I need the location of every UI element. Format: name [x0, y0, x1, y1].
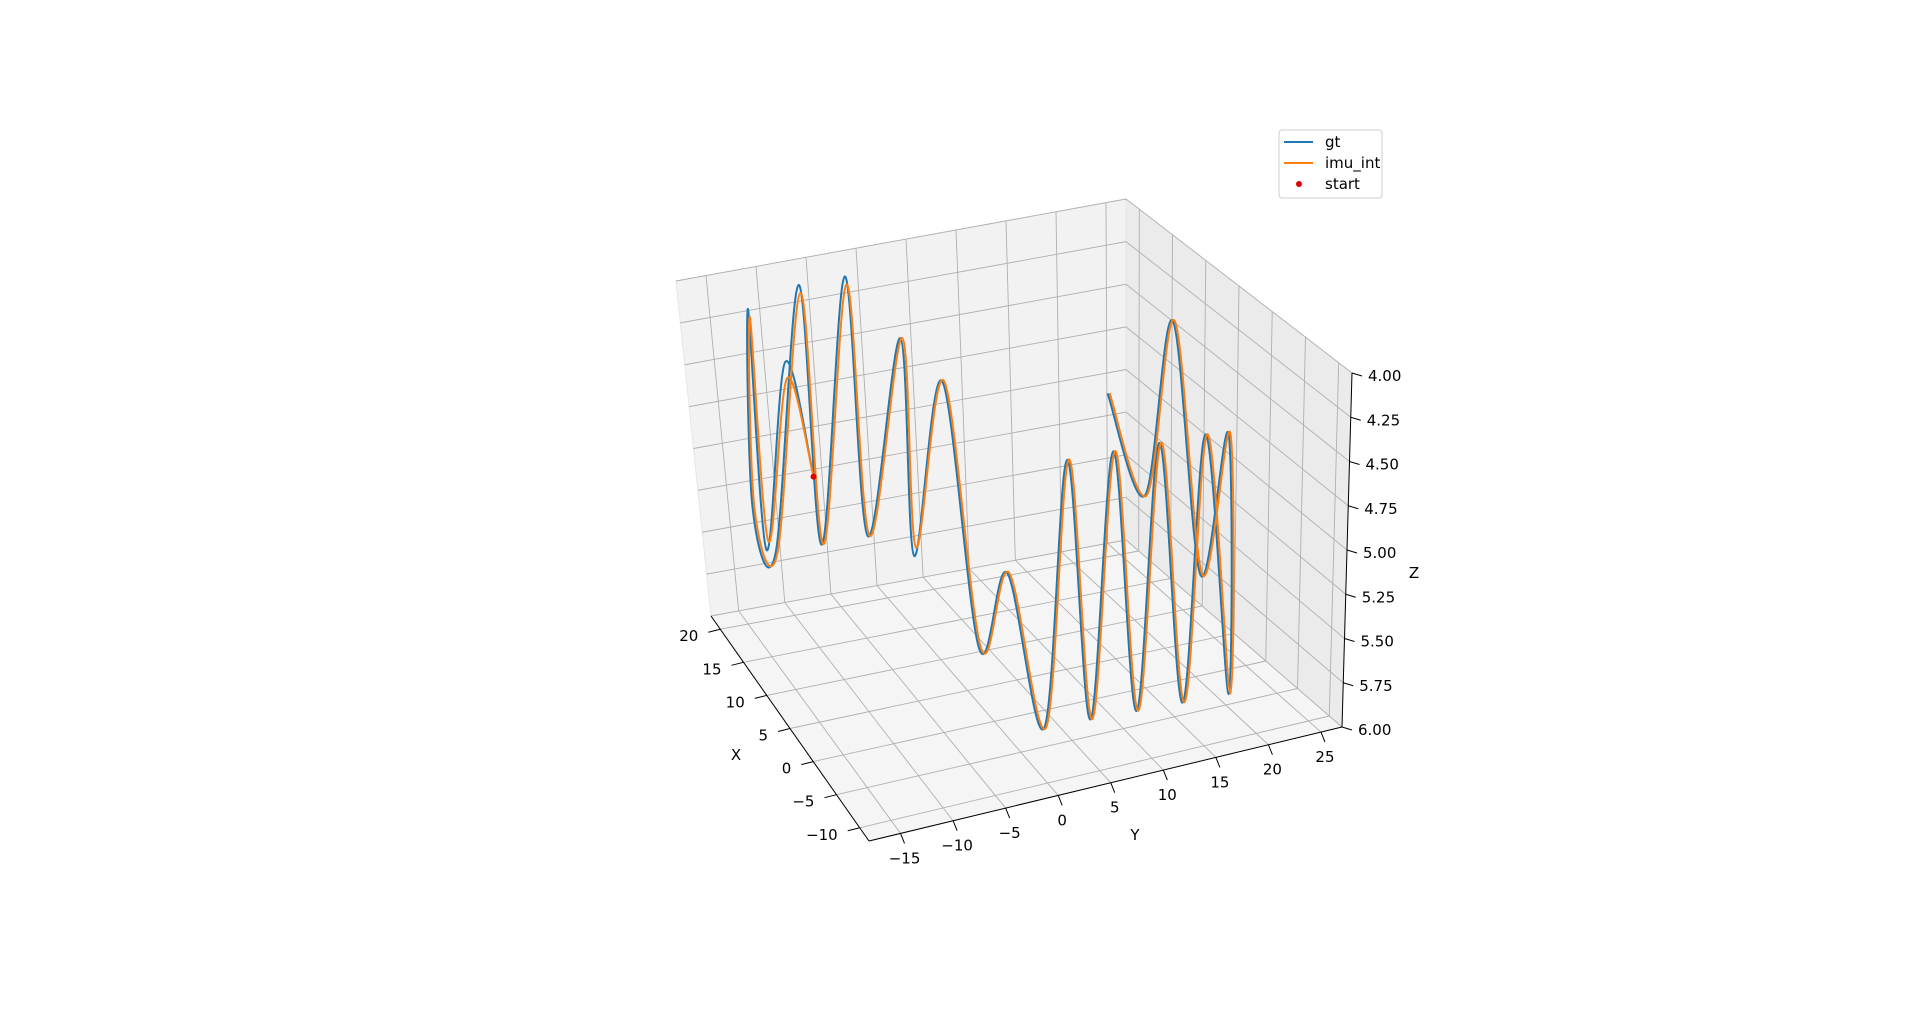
legend: gt imu_int start: [1278, 129, 1383, 199]
y-tick-mark: [1215, 757, 1221, 768]
series-line-imu-int: [747, 283, 1235, 731]
legend-box: [1278, 129, 1383, 199]
grid-line-x: [743, 578, 1171, 663]
z-tick-mark: [1341, 726, 1353, 731]
x-tick-label: 0: [782, 760, 792, 778]
z-tick-mark: [1349, 461, 1360, 465]
x-tick-label: 5: [758, 727, 768, 745]
z-tick-mark: [1351, 372, 1363, 377]
grid-line-z: [684, 283, 1350, 462]
grid-line-y: [738, 610, 901, 834]
grid-line-y: [1015, 559, 1217, 758]
y-tick-label: 10: [1158, 786, 1177, 804]
grid-line-z: [697, 411, 1347, 595]
series-point-start: [810, 473, 817, 480]
y-tick-mark: [1162, 769, 1168, 781]
grid-line-y: [784, 602, 954, 822]
z-tick-mark: [1345, 593, 1356, 598]
x-tick-label: −10: [806, 826, 838, 844]
x-tick-label: 20: [679, 627, 698, 645]
legend-label-gt: gt: [1325, 133, 1341, 151]
z-tick-mark: [1348, 505, 1359, 510]
y-tick-label: 20: [1263, 761, 1282, 779]
z-tick-label: 5.00: [1363, 544, 1396, 562]
grid-line-x: [836, 688, 1298, 796]
z-tick-label: 4.25: [1367, 411, 1400, 429]
grid-line-x: [789, 633, 1235, 729]
z-tick-mark: [1343, 682, 1354, 687]
y-axis-line: [868, 726, 1343, 842]
z-tick-label: 4.00: [1368, 367, 1401, 385]
x-axis-label: X: [731, 746, 741, 764]
y-tick-mark: [1267, 744, 1273, 755]
grid-line-y: [968, 568, 1164, 771]
legend-label-start: start: [1325, 175, 1360, 193]
x-tick-mark: [754, 694, 767, 699]
y-axis-label: Y: [1129, 826, 1140, 844]
y-tick-label: −5: [999, 824, 1021, 842]
grid-line-x: [813, 660, 1266, 763]
z-tick-label: 6.00: [1358, 721, 1391, 739]
z-axis-label: Z: [1409, 564, 1419, 582]
y-tick-label: −15: [889, 849, 921, 867]
grid-line-z: [675, 198, 1353, 374]
y-tick-mark: [900, 833, 905, 844]
tick-labels: 20151050−5−10−15−10−505101520254.004.254…: [679, 367, 1401, 867]
grid-line-x: [859, 715, 1330, 829]
z-tick-label: 4.75: [1364, 500, 1397, 518]
z-tick-label: 5.25: [1362, 588, 1395, 606]
y-tick-label: 5: [1110, 799, 1120, 817]
x-tick-mark: [708, 628, 721, 633]
x-tick-mark: [847, 827, 860, 832]
legend-swatch-start: [1296, 181, 1302, 187]
y-tick-label: 0: [1057, 811, 1067, 829]
x-tick-label: 15: [702, 660, 721, 678]
grid-line-z: [693, 369, 1348, 551]
y-tick-mark: [1057, 795, 1063, 806]
data-series: [746, 275, 1235, 731]
z-tick-label: 5.50: [1361, 633, 1394, 651]
grid-line-z: [710, 539, 1343, 728]
x-tick-mark: [824, 794, 837, 799]
y-tick-mark: [1110, 782, 1116, 793]
grid-lines: [675, 198, 1353, 834]
x-tick-mark: [801, 761, 814, 766]
grid-line-x: [720, 550, 1139, 630]
z-tick-mark: [1350, 416, 1361, 421]
y-tick-label: 15: [1210, 773, 1229, 791]
x-tick-mark: [731, 661, 744, 666]
z-tick-mark: [1346, 549, 1358, 554]
grid-line-y: [1107, 543, 1322, 733]
y-tick-label: 25: [1315, 748, 1334, 766]
y-tick-label: −10: [941, 837, 973, 855]
z-tick-label: 5.75: [1359, 677, 1392, 695]
y-tick-mark: [1005, 807, 1011, 819]
grid-line-y: [830, 593, 1006, 809]
grid-line-y: [922, 576, 1112, 784]
x-tick-label: 10: [726, 693, 745, 711]
z-tick-label: 4.50: [1366, 456, 1399, 474]
grid-line-y: [876, 585, 1059, 796]
grid-line-z: [680, 241, 1352, 418]
grid-line-y: [1061, 551, 1269, 746]
y-tick-mark: [952, 820, 958, 831]
x-tick-mark: [777, 728, 791, 732]
y-tick-mark: [1320, 731, 1326, 743]
grid-line-z: [706, 496, 1344, 684]
legend-label-imu-int: imu_int: [1325, 154, 1380, 173]
z-tick-mark: [1344, 638, 1355, 642]
x-tick-label: −5: [792, 793, 814, 811]
